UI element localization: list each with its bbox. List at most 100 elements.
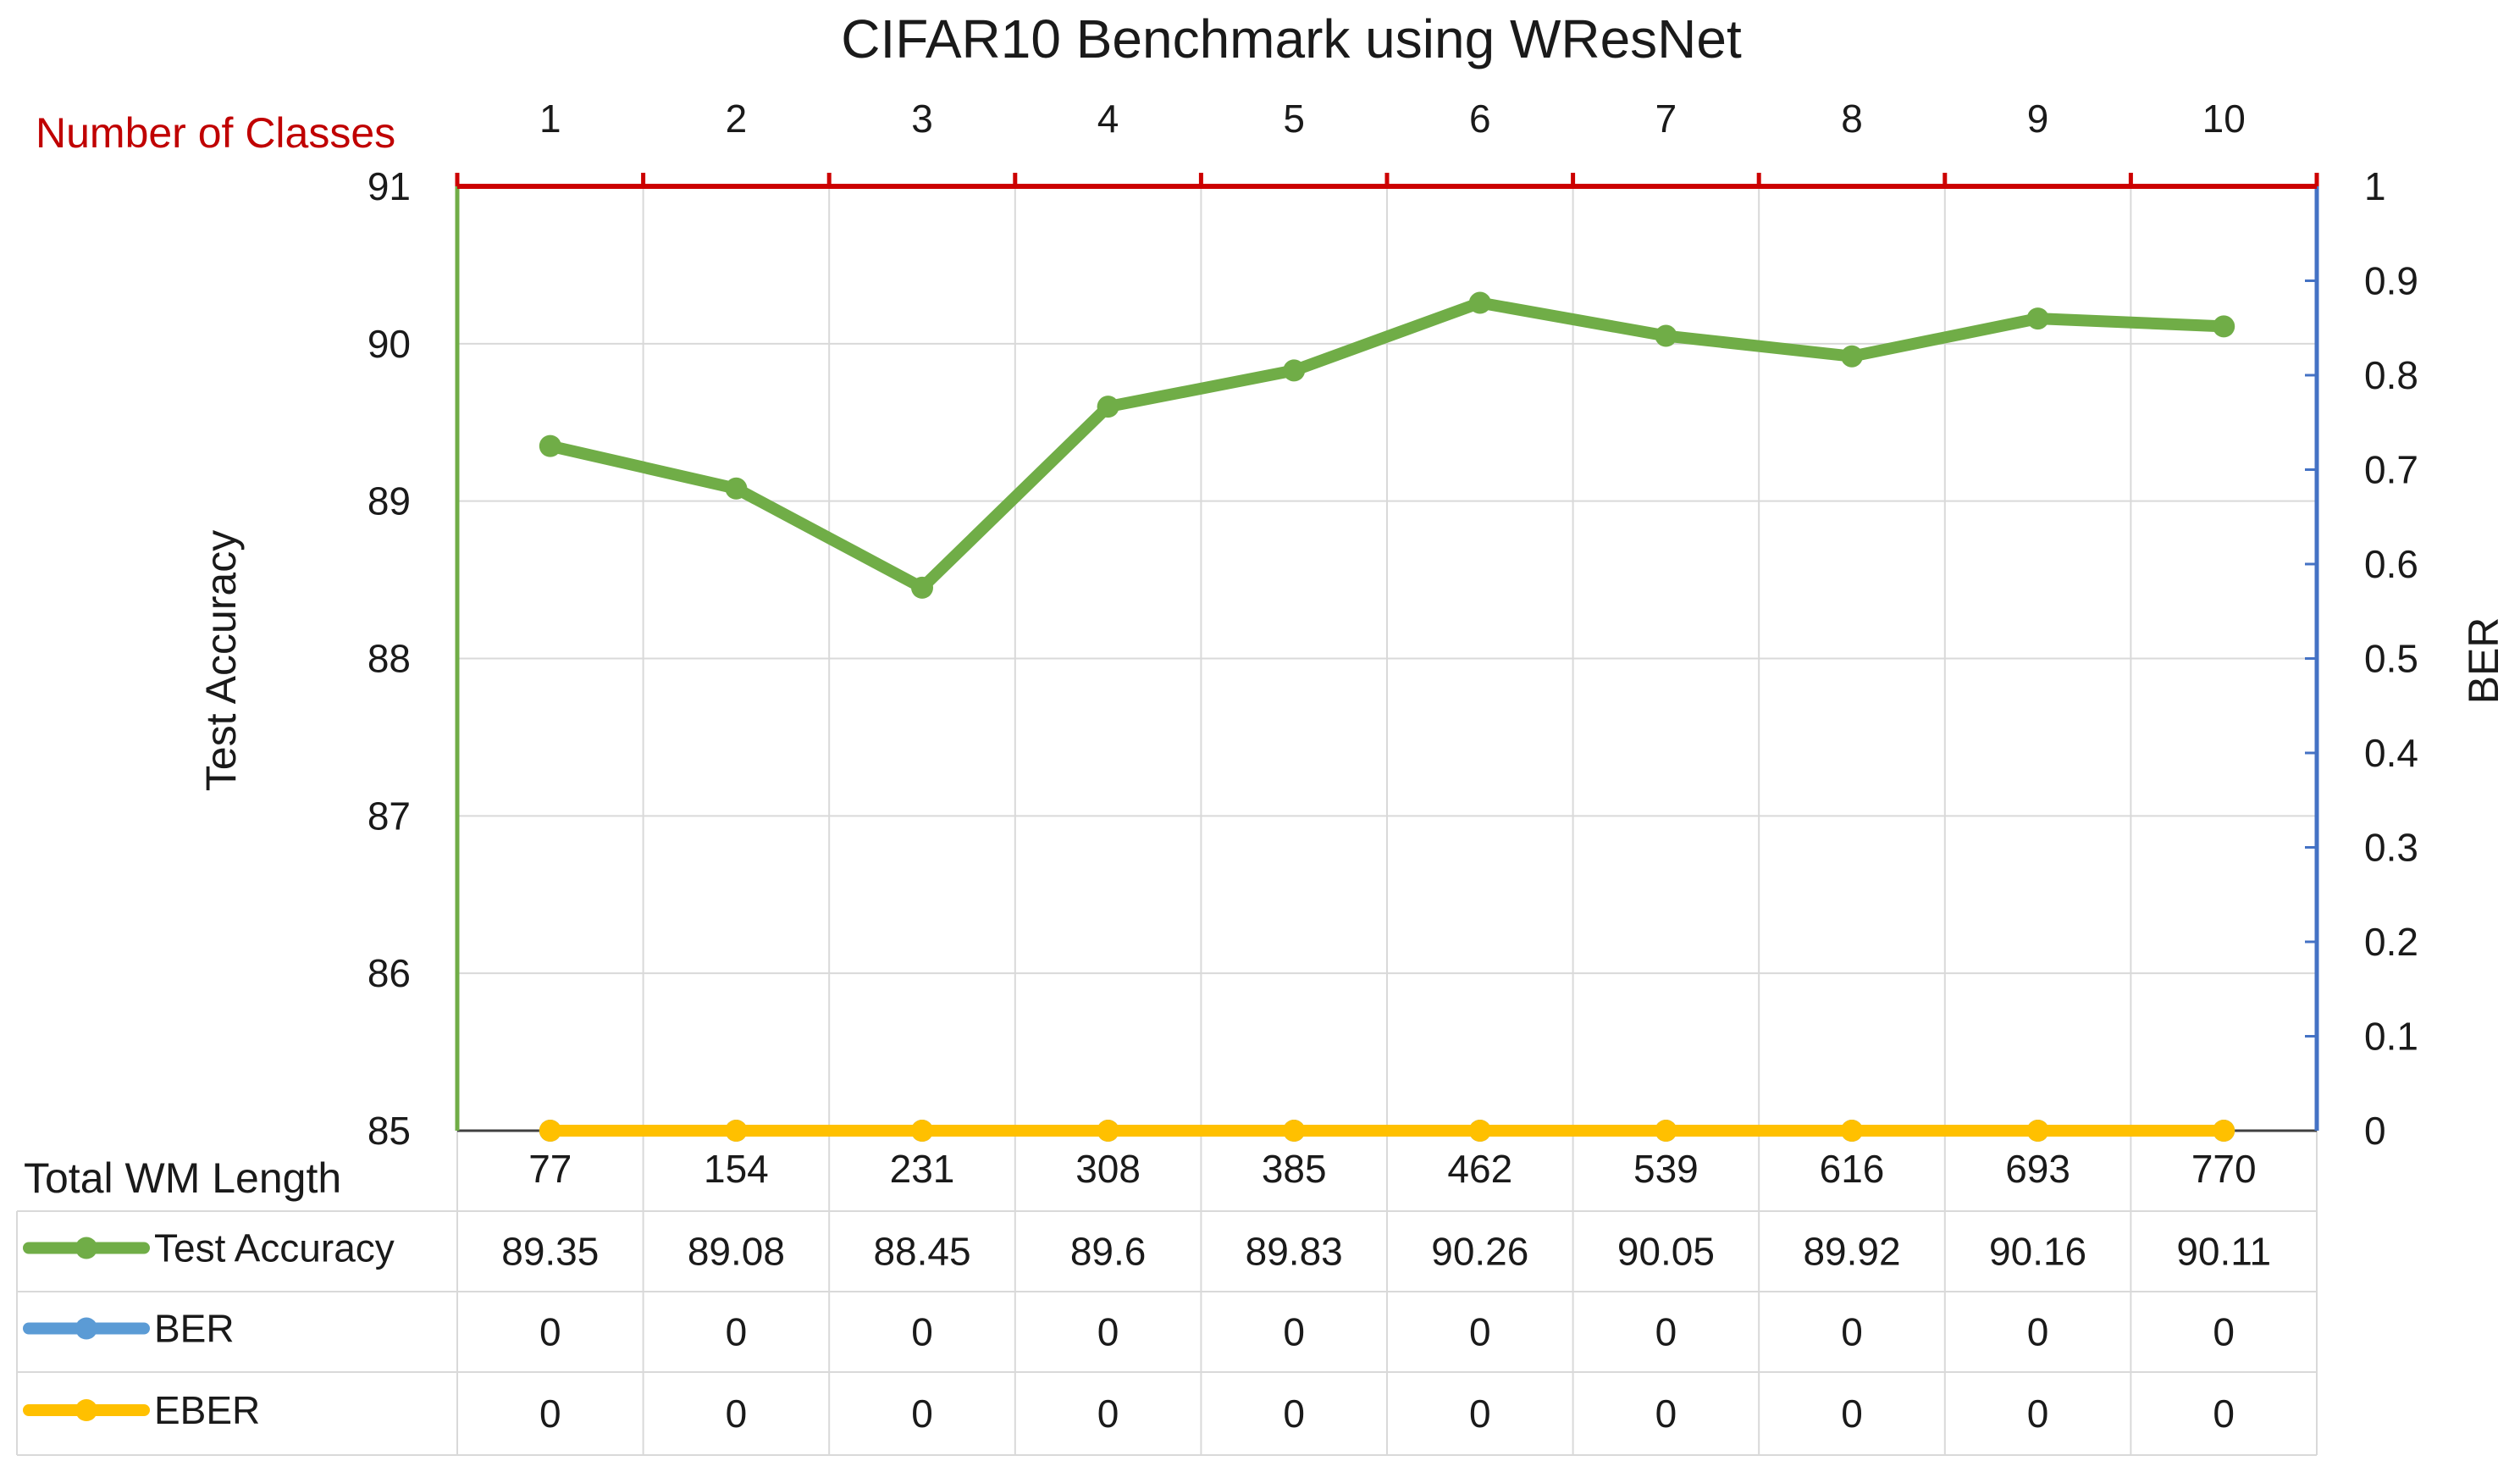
y-tick-label: 87	[368, 794, 411, 838]
table-cell: 0	[911, 1310, 933, 1354]
top-tick-label: 3	[911, 97, 933, 141]
top-tick-label: 7	[1655, 97, 1677, 141]
data-point	[725, 1120, 748, 1142]
table-cell: 0	[2213, 1392, 2235, 1436]
top-tick-label: 2	[726, 97, 748, 141]
data-point	[2026, 307, 2049, 330]
legend-key-marker	[75, 1317, 97, 1340]
x-tick-label: 616	[1820, 1147, 1885, 1191]
data-point	[2213, 1120, 2235, 1142]
y2-tick-label: 0	[2364, 1109, 2386, 1153]
data-point	[1283, 359, 1306, 382]
table-cell: 89.35	[501, 1230, 599, 1274]
chart-title: CIFAR10 Benchmark using WResNet	[841, 8, 1742, 69]
table-cell: 89.08	[688, 1230, 785, 1274]
data-point	[2213, 315, 2235, 338]
y2-tick-label: 0.2	[2364, 920, 2418, 964]
table-cell: 90.26	[1431, 1230, 1528, 1274]
top-tick-label: 9	[2027, 97, 2049, 141]
data-point	[1097, 396, 1119, 418]
tick-labels: 8586878889909100.10.20.30.40.50.60.70.80…	[368, 97, 2418, 1153]
legend-label: Test Accuracy	[154, 1226, 395, 1270]
table-cell: 0	[2213, 1310, 2235, 1354]
table-cell: 0	[911, 1392, 933, 1436]
y2-axis-label: BER	[2460, 617, 2507, 705]
data-point	[1468, 1120, 1491, 1142]
x-tick-label: 154	[704, 1147, 769, 1191]
y-tick-label: 90	[368, 322, 411, 366]
table-cell: 0	[2027, 1310, 2049, 1354]
top-tick-label: 10	[2202, 97, 2246, 141]
x-tick-label: 462	[1447, 1147, 1512, 1191]
table-cell: 0	[1283, 1310, 1305, 1354]
y2-tick-label: 0.7	[2364, 448, 2418, 492]
table-cell: 0	[1283, 1392, 1305, 1436]
top-tick-label: 1	[539, 97, 561, 141]
table-cell: 0	[1655, 1310, 1677, 1354]
data-point	[1655, 324, 1677, 347]
y2-tick-label: 0.1	[2364, 1015, 2418, 1059]
data-point	[1841, 1120, 1863, 1142]
y-tick-label: 89	[368, 479, 411, 523]
table-cell: 88.45	[873, 1230, 970, 1274]
bottom-axis-label: Total WM Length	[24, 1154, 341, 1202]
series-line-test-accuracy	[544, 296, 2230, 594]
legend-key-marker	[75, 1399, 97, 1421]
data-point	[1655, 1120, 1677, 1142]
table-cell: 0	[1469, 1392, 1491, 1436]
y2-tick-label: 0.8	[2364, 353, 2418, 397]
x-tick-label: 308	[1075, 1147, 1141, 1191]
x-tick-label: 231	[890, 1147, 955, 1191]
y2-tick-label: 1	[2364, 164, 2386, 208]
data-point	[911, 576, 933, 599]
data-table: 77 154 231 308 385 462 539 616 693 770 Test Accura…	[16, 1131, 2317, 1456]
table-cell: 0	[1469, 1310, 1491, 1354]
top-tick-label: 8	[1841, 97, 1863, 141]
table-cell: 90.16	[1989, 1230, 2086, 1274]
table-cell: 0	[2027, 1392, 2049, 1436]
table-cell: 89.83	[1246, 1230, 1343, 1274]
table-cell: 0	[1097, 1392, 1119, 1436]
table-cell: 0	[1841, 1392, 1863, 1436]
y2-tick-label: 0.9	[2364, 259, 2418, 303]
top-axis-label: Number of Classes	[36, 109, 395, 157]
y2-tick-label: 0.3	[2364, 826, 2418, 870]
table-cell: 89.92	[1803, 1230, 1900, 1274]
y-tick-label: 91	[368, 164, 411, 208]
data-point	[539, 434, 561, 457]
table-cell: 0	[1841, 1310, 1863, 1354]
y-tick-label: 85	[368, 1109, 411, 1153]
x-tick-label: 77	[528, 1147, 572, 1191]
data-point	[1468, 291, 1491, 314]
x-tick-label: 539	[1633, 1147, 1699, 1191]
legend-label: BER	[154, 1307, 235, 1351]
top-tick-label: 4	[1097, 97, 1119, 141]
data-point	[911, 1120, 933, 1142]
data-point	[2026, 1120, 2049, 1142]
gridlines	[457, 186, 2318, 1455]
data-point	[539, 1120, 561, 1142]
data-point	[1841, 345, 1863, 368]
table-cell: 0	[726, 1310, 748, 1354]
top-tick-label: 6	[1469, 97, 1491, 141]
table-cell: 0	[539, 1310, 561, 1354]
data-point	[1283, 1120, 1306, 1142]
y-axis-label: Test Accuracy	[197, 530, 245, 791]
y-tick-label: 88	[368, 637, 411, 681]
data-point	[725, 477, 748, 500]
table-cell: 89.6	[1070, 1230, 1147, 1274]
legend-key-marker	[75, 1237, 97, 1259]
table-cell: 90.05	[1617, 1230, 1715, 1274]
legend-label: EBER	[154, 1388, 260, 1432]
table-cell: 0	[1097, 1310, 1119, 1354]
x-tick-label: 693	[2005, 1147, 2070, 1191]
y2-tick-label: 0.6	[2364, 542, 2418, 586]
table-cell: 90.11	[2176, 1230, 2271, 1274]
y-tick-label: 86	[368, 951, 411, 995]
y2-tick-label: 0.5	[2364, 637, 2418, 681]
x-tick-label: 770	[2191, 1147, 2257, 1191]
series-layer	[539, 291, 2235, 1142]
table-cell: 0	[726, 1392, 748, 1436]
x-tick-label: 385	[1262, 1147, 1327, 1191]
